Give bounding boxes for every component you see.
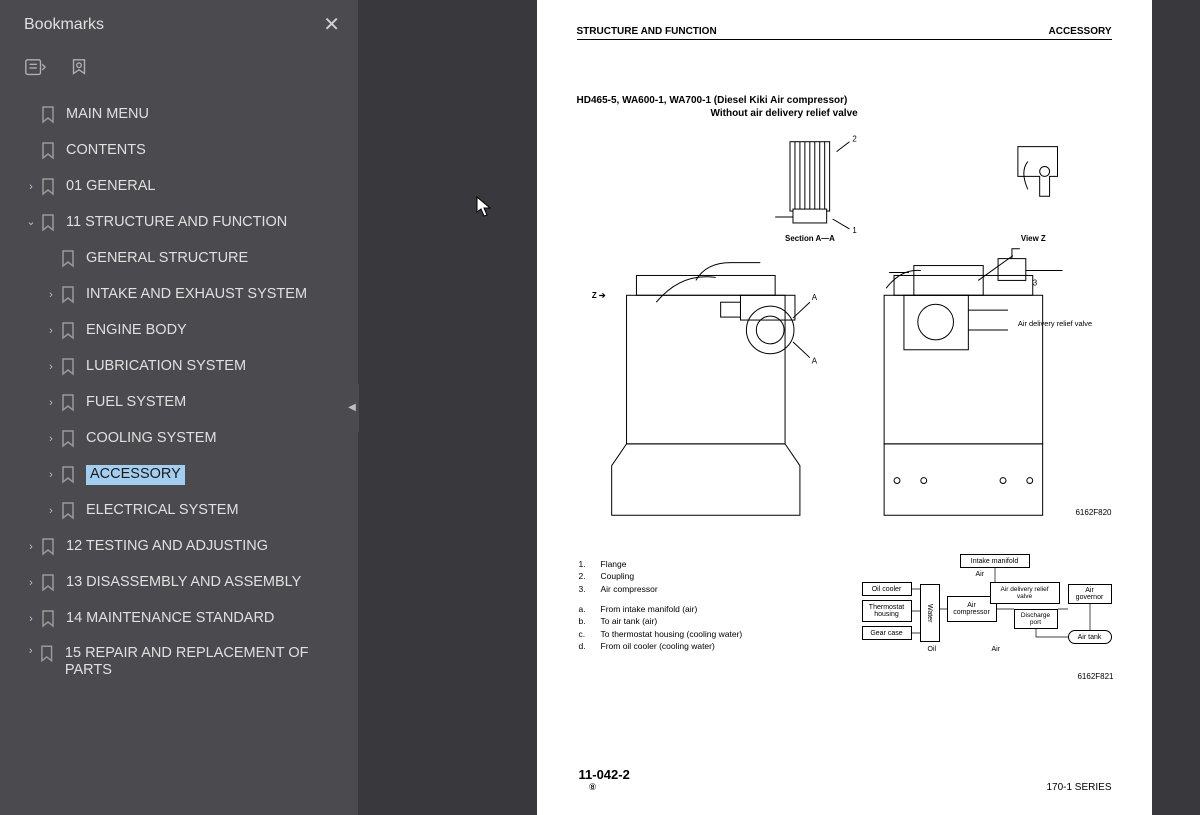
svg-text:A: A [811, 357, 817, 366]
bookmark-icon [40, 106, 56, 124]
bookmark-icon [60, 502, 76, 520]
bookmark-item[interactable]: › COOLING SYSTEM [0, 421, 358, 457]
bookmark-item[interactable]: › ACCESSORY [0, 457, 358, 493]
parts-legend: 1.Flange2.Coupling3.Air compressora.From… [579, 558, 743, 652]
bookmark-label: CONTENTS [66, 142, 154, 159]
bookmark-item[interactable]: › 12 TESTING AND ADJUSTING [0, 529, 358, 565]
collapse-icon[interactable]: ⌄ [22, 215, 40, 228]
series-label: 170-1 SERIES [1046, 782, 1111, 793]
bookmark-item[interactable]: › LUBRICATION SYSTEM [0, 349, 358, 385]
bookmark-item[interactable]: › 15 REPAIR AND REPLACEMENT OF PARTS [0, 637, 358, 688]
figure-number-2: 6162F821 [1077, 672, 1113, 681]
bookmark-icon [60, 430, 76, 448]
bookmark-label: 13 DISASSEMBLY AND ASSEMBLY [66, 574, 309, 591]
bookmark-label: LUBRICATION SYSTEM [86, 358, 254, 375]
collapse-sidebar-icon[interactable]: ◀ [345, 384, 359, 432]
expand-icon[interactable]: › [42, 433, 60, 445]
svg-text:Z ➔: Z ➔ [591, 291, 605, 300]
sidebar-toolbar [0, 47, 358, 93]
expand-icon[interactable]: › [42, 397, 60, 409]
bookmark-item[interactable]: › FUEL SYSTEM [0, 385, 358, 421]
bookmark-item[interactable]: › ENGINE BODY [0, 313, 358, 349]
bookmark-label: GENERAL STRUCTURE [86, 250, 256, 267]
expand-icon[interactable]: › [42, 361, 60, 373]
section-title: HD465-5, WA600-1, WA700-1 (Diesel Kiki A… [577, 94, 1112, 120]
expand-icon[interactable]: › [42, 325, 60, 337]
bookmark-icon [39, 645, 54, 663]
bookmark-item[interactable]: › 01 GENERAL [0, 169, 358, 205]
bookmark-icon [40, 538, 56, 556]
bookmark-label: 11 STRUCTURE AND FUNCTION [66, 214, 295, 231]
expand-icon[interactable]: › [42, 505, 60, 517]
bookmark-icon [40, 178, 56, 196]
bookmark-icon [40, 610, 56, 628]
bookmark-icon [40, 574, 56, 592]
bookmark-icon [40, 142, 56, 160]
bookmark-label: FUEL SYSTEM [86, 394, 194, 411]
header-right: ACCESSORY [1049, 26, 1112, 37]
expand-icon[interactable]: › [42, 469, 60, 481]
page-number: 11-042-2 [579, 767, 630, 782]
page-header: STRUCTURE AND FUNCTION ACCESSORY [577, 26, 1112, 40]
pdf-page: STRUCTURE AND FUNCTION ACCESSORY HD465-5… [537, 0, 1152, 815]
sidebar-title: Bookmarks [24, 16, 104, 34]
bookmark-label: ENGINE BODY [86, 322, 195, 339]
bookmark-label: ACCESSORY [86, 465, 185, 484]
page-footer: 11-042-2 ⑧ 170-1 SERIES [579, 767, 1112, 793]
svg-text:Section A—A: Section A—A [785, 234, 835, 243]
bookmark-label: 15 REPAIR AND REPLACEMENT OF PARTS [65, 645, 358, 680]
document-viewer[interactable]: STRUCTURE AND FUNCTION ACCESSORY HD465-5… [358, 0, 1200, 815]
header-left: STRUCTURE AND FUNCTION [577, 26, 717, 37]
bookmark-label: 01 GENERAL [66, 178, 163, 195]
bookmark-label: 12 TESTING AND ADJUSTING [66, 538, 276, 555]
bookmark-label: ELECTRICAL SYSTEM [86, 502, 247, 519]
svg-text:View Z: View Z [1020, 234, 1045, 243]
bookmark-label: 14 MAINTENANCE STANDARD [66, 610, 282, 627]
svg-text:2: 2 [852, 135, 856, 144]
bookmark-item[interactable]: › 13 DISASSEMBLY AND ASSEMBLY [0, 565, 358, 601]
sidebar-header: Bookmarks ✕ [0, 0, 358, 47]
expand-icon[interactable]: › [22, 645, 39, 657]
close-icon[interactable]: ✕ [323, 12, 340, 37]
bookmark-item[interactable]: ⌄ 11 STRUCTURE AND FUNCTION [0, 205, 358, 241]
bookmark-icon [60, 466, 76, 484]
bookmark-icon [60, 286, 76, 304]
bookmark-item[interactable]: › INTAKE AND EXHAUST SYSTEM [0, 277, 358, 313]
svg-text:1: 1 [852, 226, 857, 235]
expand-icon[interactable]: › [22, 541, 40, 553]
svg-text:3: 3 [1032, 278, 1037, 287]
bookmark-item[interactable]: CONTENTS [0, 133, 358, 169]
bookmark-icon [40, 214, 56, 232]
expand-icon[interactable]: › [22, 577, 40, 589]
expand-icon[interactable]: › [22, 613, 40, 625]
bookmark-icon [60, 358, 76, 376]
bookmark-icon [60, 394, 76, 412]
svg-text:Air delivery relief valve: Air delivery relief valve [1017, 319, 1091, 328]
bookmark-item[interactable]: › 14 MAINTENANCE STANDARD [0, 601, 358, 637]
bookmark-icon [60, 250, 76, 268]
bookmark-tree[interactable]: MAIN MENU CONTENTS › 01 GENERAL ⌄ 11 STRUCTUR… [0, 93, 358, 815]
bookmark-icon [60, 322, 76, 340]
expand-icon[interactable]: › [22, 181, 40, 193]
bookmark-item[interactable]: › ELECTRICAL SYSTEM [0, 493, 358, 529]
bookmarks-sidebar: Bookmarks ✕ MAIN MENU CONTENTS › 01 GENERAL… [0, 0, 358, 815]
figure-number: 6162F820 [1075, 508, 1111, 517]
bookmark-label: COOLING SYSTEM [86, 430, 225, 447]
svg-text:A: A [811, 293, 817, 302]
outline-options-icon[interactable] [24, 57, 46, 79]
bookmark-label: MAIN MENU [66, 106, 157, 123]
bookmark-item[interactable]: GENERAL STRUCTURE [0, 241, 358, 277]
technical-figure: 2 1 Section A—A View Z [577, 130, 1112, 520]
expand-icon[interactable]: › [42, 289, 60, 301]
flow-diagram: Intake manifold Oil cooler Thermostat ho… [862, 554, 1112, 682]
current-bookmark-icon[interactable] [68, 57, 90, 79]
bookmark-label: INTAKE AND EXHAUST SYSTEM [86, 286, 315, 303]
bookmark-item[interactable]: MAIN MENU [0, 97, 358, 133]
